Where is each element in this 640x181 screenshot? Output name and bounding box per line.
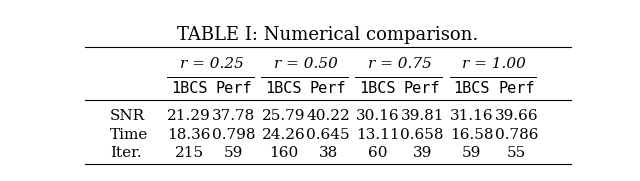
Text: TABLE I: Numerical comparison.: TABLE I: Numerical comparison.	[177, 26, 479, 44]
Text: 38: 38	[318, 146, 338, 160]
Text: 0.798: 0.798	[212, 128, 255, 142]
Text: 60: 60	[368, 146, 387, 160]
Text: Time: Time	[110, 128, 148, 142]
Text: 1BCS: 1BCS	[359, 81, 396, 96]
Text: Perf: Perf	[216, 81, 252, 96]
Text: 59: 59	[224, 146, 243, 160]
Text: 0.645: 0.645	[306, 128, 350, 142]
Text: SNR: SNR	[110, 110, 145, 123]
Text: 39.66: 39.66	[495, 110, 538, 123]
Text: Iter.: Iter.	[110, 146, 141, 160]
Text: Perf: Perf	[404, 81, 440, 96]
Text: 39: 39	[413, 146, 432, 160]
Text: 0.658: 0.658	[401, 128, 444, 142]
Text: 31.16: 31.16	[450, 110, 493, 123]
Text: 40.22: 40.22	[306, 110, 350, 123]
Text: r = 0.25: r = 0.25	[179, 56, 243, 71]
Text: 37.78: 37.78	[212, 110, 255, 123]
Text: 160: 160	[269, 146, 298, 160]
Text: 39.81: 39.81	[401, 110, 444, 123]
Text: 1BCS: 1BCS	[171, 81, 207, 96]
Text: 18.36: 18.36	[168, 128, 211, 142]
Text: 0.786: 0.786	[495, 128, 538, 142]
Text: 30.16: 30.16	[356, 110, 399, 123]
Text: r = 0.50: r = 0.50	[274, 56, 338, 71]
Text: Perf: Perf	[498, 81, 535, 96]
Text: 16.58: 16.58	[450, 128, 493, 142]
Text: 21.29: 21.29	[167, 110, 211, 123]
Text: 1BCS: 1BCS	[265, 81, 301, 96]
Text: 59: 59	[462, 146, 481, 160]
Text: 215: 215	[175, 146, 204, 160]
Text: r = 0.75: r = 0.75	[368, 56, 432, 71]
Text: 25.79: 25.79	[262, 110, 305, 123]
Text: 13.11: 13.11	[356, 128, 399, 142]
Text: 24.26: 24.26	[262, 128, 305, 142]
Text: 1BCS: 1BCS	[454, 81, 490, 96]
Text: Perf: Perf	[310, 81, 346, 96]
Text: 55: 55	[507, 146, 526, 160]
Text: r = 1.00: r = 1.00	[462, 56, 526, 71]
